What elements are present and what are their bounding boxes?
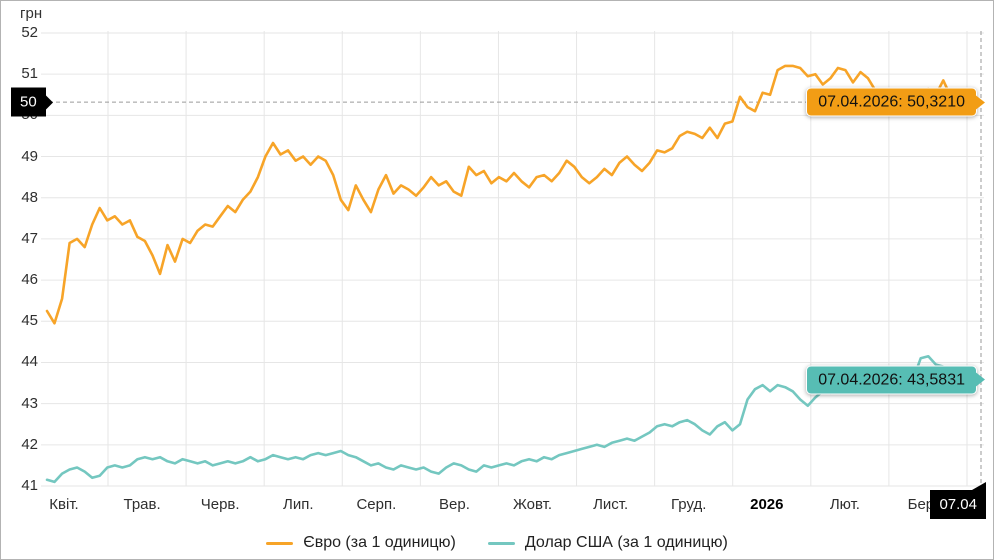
x-axis-label-5: Вер. [439,496,470,513]
y-axis-label-48: 48 [21,188,38,206]
y-axis-label-47: 47 [21,229,38,247]
x-axis-label-9: 2026 [750,496,784,513]
y-axis-label-45: 45 [21,312,38,330]
y-axis-crosshair-badge: 50 [11,87,53,117]
x-axis-label-2: Черв. [200,496,240,513]
x-axis-label-10: Лют. [829,496,860,513]
y-axis-label-43: 43 [21,394,38,412]
euro-tooltip: 07.04.2026: 50,3210 [806,87,985,117]
legend: Євро (за 1 одиницю) Долар США (за 1 один… [1,534,993,552]
usd-tooltip: 07.04.2026: 43,5831 [806,365,985,395]
x-axis-label-7: Лист. [593,496,629,513]
y-axis-label-51: 51 [21,65,38,83]
y-axis-label-46: 46 [21,271,38,289]
x-axis-label-1: Трав. [123,496,161,513]
legend-label-usd: Долар США (за 1 одиницю) [524,534,728,551]
x-axis-crosshair-badge: 07.04 [930,482,986,519]
usd-line-marker-icon [487,541,515,545]
x-axis-label-0: Квіт. [49,496,79,513]
legend-item-usd[interactable]: Долар США (за 1 одиницю) [487,534,728,552]
x-axis-label-8: Груд. [671,496,707,513]
x-axis-label-3: Лип. [283,496,314,513]
x-axis-label-4: Серп. [356,496,397,513]
euro-line-marker-icon [266,541,294,545]
y-axis-label-52: 52 [21,24,38,41]
y-axis-label-42: 42 [21,435,38,453]
euro-line-series[interactable] [45,64,983,325]
x-axis-label-6: Жовт. [513,496,553,513]
legend-item-euro[interactable]: Євро (за 1 одиницю) [266,534,456,552]
y-axis-label-41: 41 [21,477,38,494]
y-axis-label-49: 49 [21,147,38,165]
y-axis-label-44: 44 [21,353,38,371]
legend-label-euro: Євро (за 1 одиницю) [303,534,456,551]
y-axis-title: грн [20,5,43,22]
